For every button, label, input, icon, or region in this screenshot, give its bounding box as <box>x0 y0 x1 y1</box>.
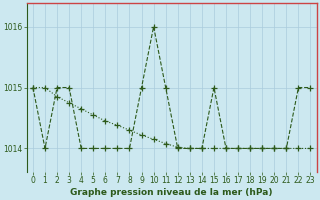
X-axis label: Graphe pression niveau de la mer (hPa): Graphe pression niveau de la mer (hPa) <box>70 188 273 197</box>
